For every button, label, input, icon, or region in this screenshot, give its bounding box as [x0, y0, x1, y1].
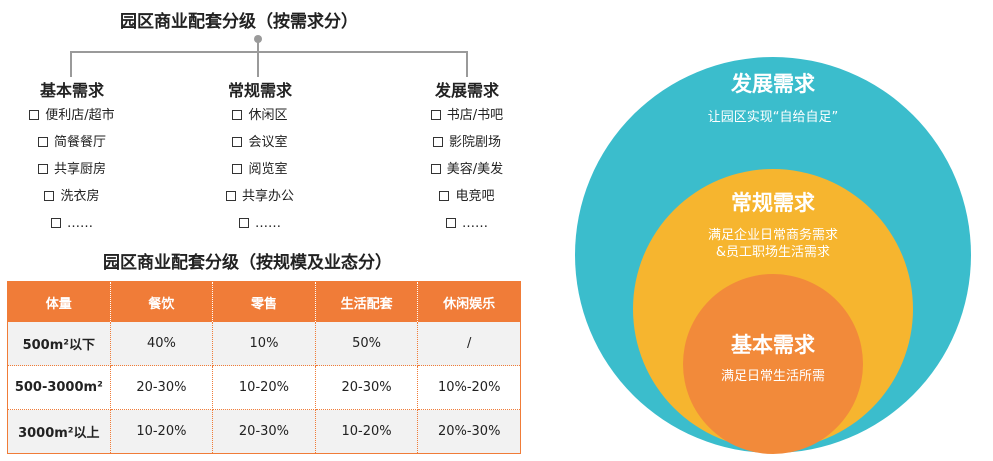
table-cell: 20-30% [315, 365, 419, 410]
tree-root-line [257, 39, 259, 52]
checkbox-icon [37, 136, 48, 147]
checkbox-icon [446, 217, 456, 228]
scale-table: 体量 餐饮 零售 生活配套 休闲娱乐 500m²以下 40% 10% 50% /… [7, 281, 521, 454]
checkbox-icon [51, 217, 61, 228]
list-item: 阅览室 [180, 156, 340, 183]
table-header: 休闲娱乐 [417, 281, 521, 322]
checkbox-icon [232, 109, 243, 120]
tree-branch-right [466, 51, 468, 77]
table-cell: / [417, 322, 521, 366]
tree-column-regular: 常规需求 休闲区 会议室 阅览室 共享办公 …… [180, 80, 340, 237]
list-item: 会议室 [180, 129, 340, 156]
checkbox-icon [430, 163, 441, 174]
middle-circle-desc-line1: 满足企业日常商务需求 [708, 227, 838, 243]
table-cell: 10-20% [315, 409, 419, 454]
checkbox-icon [29, 109, 40, 120]
list-item: 休闲区 [180, 102, 340, 129]
table-row: 500m²以下 40% 10% 50% / [7, 322, 521, 366]
table-cell: 10-20% [110, 409, 214, 454]
list-item: 影院剧场 [387, 129, 547, 156]
column-heading: 常规需求 [227, 81, 292, 100]
table-row: 3000m²以上 10-20% 20-30% 10-20% 20%-30% [7, 409, 521, 454]
checkbox-icon [37, 163, 48, 174]
column-heading: 发展需求 [434, 81, 499, 100]
list-item: 便利店/超市 [0, 102, 152, 129]
list-item: 洗衣房 [0, 183, 152, 210]
table-cell: 20-30% [212, 409, 316, 454]
table-cell: 50% [315, 322, 419, 366]
checkbox-icon [232, 163, 243, 174]
list-item: 书店/书吧 [387, 102, 547, 129]
list-item: 简餐餐厅 [0, 129, 152, 156]
checkbox-icon [232, 136, 243, 147]
table-header: 零售 [212, 281, 316, 322]
table-cell: 10% [212, 322, 316, 366]
table-header: 体量 [7, 281, 111, 322]
list-item: 电竞吧 [387, 183, 547, 210]
table-cell: 3000m²以上 [7, 409, 111, 454]
table-cell: 40% [110, 322, 214, 366]
middle-circle-title: 常规需求 [731, 191, 815, 215]
table-cell: 10%-20% [417, 365, 521, 410]
table-cell: 10-20% [212, 365, 316, 410]
table-cell: 20%-30% [417, 409, 521, 454]
inner-circle-desc: 满足日常生活所需 [721, 369, 825, 384]
outer-circle-desc: 让园区实现“自给自足” [708, 110, 838, 125]
table-cell: 20-30% [110, 365, 214, 410]
list-item: 美容/美发 [387, 156, 547, 183]
tree-column-development: 发展需求 书店/书吧 影院剧场 美容/美发 电竞吧 …… [387, 80, 547, 237]
tree-horizontal-line [70, 51, 468, 53]
checkbox-icon [239, 217, 249, 228]
table-header-row: 体量 餐饮 零售 生活配套 休闲娱乐 [7, 281, 521, 322]
checkbox-icon [225, 190, 236, 201]
tree-title: 园区商业配套分级（按需求分） [120, 12, 358, 32]
table-header: 餐饮 [110, 281, 214, 322]
tree-branch-center [257, 51, 259, 77]
outer-circle-title: 发展需求 [730, 72, 815, 96]
table-header: 生活配套 [315, 281, 419, 322]
table-row: 500-3000m² 20-30% 10-20% 20-30% 10%-20% [7, 365, 521, 410]
table-cell: 500-3000m² [7, 365, 111, 410]
table-title: 园区商业配套分级（按规模及业态分） [103, 253, 392, 273]
checkbox-icon [430, 109, 441, 120]
list-item: 共享办公 [180, 183, 340, 210]
table-cell: 500m²以下 [7, 322, 111, 366]
inner-circle-title: 基本需求 [731, 333, 815, 357]
middle-circle-desc-line2: &员工职场生活需求 [716, 245, 830, 260]
checkbox-icon [44, 190, 55, 201]
needs-circle-diagram: 发展需求 让园区实现“自给自足” 常规需求 满足企业日常商务需求 &员工职场生活… [575, 57, 971, 454]
list-item: …… [0, 210, 152, 237]
list-item: …… [180, 210, 340, 237]
checkbox-icon [439, 190, 450, 201]
list-item: …… [387, 210, 547, 237]
column-heading: 基本需求 [39, 81, 104, 100]
checkbox-icon [432, 136, 443, 147]
list-item: 共享厨房 [0, 156, 152, 183]
tree-branch-left [70, 51, 72, 77]
inner-circle [683, 274, 863, 454]
tree-column-basic: 基本需求 便利店/超市 简餐餐厅 共享厨房 洗衣房 …… [0, 80, 152, 237]
